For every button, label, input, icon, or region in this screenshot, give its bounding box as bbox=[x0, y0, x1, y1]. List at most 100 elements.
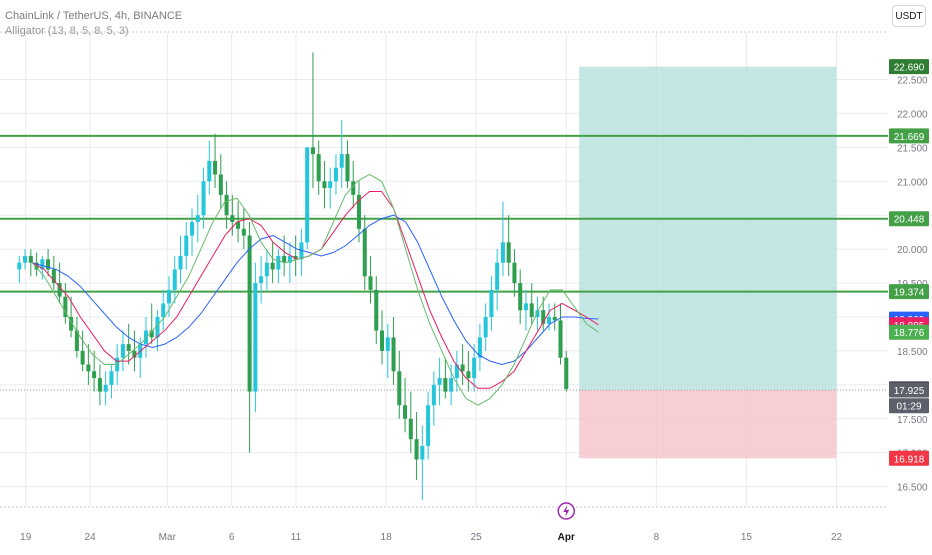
candle-body bbox=[374, 289, 379, 331]
candles bbox=[17, 52, 569, 501]
candle-body bbox=[40, 259, 45, 270]
candle-body bbox=[149, 330, 154, 338]
x-tick-label: 8 bbox=[654, 532, 660, 543]
time-axis[interactable]: 19 24 Mar 6 11 18 25 Apr 8 15 22 bbox=[20, 532, 842, 543]
candle-body bbox=[403, 405, 408, 419]
candle-body bbox=[190, 222, 195, 236]
candle-body bbox=[351, 181, 356, 195]
alligator-lines bbox=[31, 173, 599, 406]
candle-body bbox=[362, 228, 367, 277]
candle-body bbox=[178, 255, 183, 270]
candle-body bbox=[535, 310, 540, 317]
candle-body bbox=[477, 337, 482, 358]
candle-body bbox=[328, 181, 333, 189]
candle-body bbox=[155, 317, 160, 338]
candle-body bbox=[109, 371, 114, 385]
candle-body bbox=[69, 317, 74, 331]
candle-body bbox=[345, 154, 350, 182]
horizontal-levels[interactable] bbox=[0, 134, 888, 293]
candle-body bbox=[184, 235, 189, 256]
target-zone bbox=[579, 66, 837, 390]
candle-body bbox=[339, 154, 344, 168]
candle-body bbox=[120, 344, 125, 358]
candle-body bbox=[218, 174, 223, 195]
symbol-title: ChainLink / TetherUS, 4h, BINANCE bbox=[5, 10, 183, 22]
event-marker[interactable] bbox=[557, 502, 576, 520]
candle-body bbox=[259, 276, 264, 284]
candle-body bbox=[529, 303, 534, 317]
y-tick-label: 20.000 bbox=[897, 245, 928, 256]
candle-body bbox=[454, 364, 459, 379]
y-tick-label: 21.500 bbox=[897, 143, 928, 154]
candle-body bbox=[472, 357, 477, 379]
y-tick-label: 21.000 bbox=[897, 177, 928, 188]
candle-body bbox=[500, 242, 505, 263]
candle-body bbox=[17, 262, 22, 270]
candle-body bbox=[132, 350, 137, 358]
candle-body bbox=[161, 303, 166, 317]
price-label-countdown: 01:29 bbox=[896, 402, 921, 413]
candle-body bbox=[495, 262, 500, 290]
candle-body bbox=[287, 255, 292, 263]
candle-body bbox=[518, 283, 523, 311]
candle-body bbox=[489, 289, 494, 317]
candle-body bbox=[305, 147, 310, 243]
candle-body bbox=[126, 344, 131, 351]
price-label-box-stop bbox=[889, 450, 929, 466]
price-label-lips: 18.776 bbox=[894, 328, 925, 339]
candle-body bbox=[63, 296, 68, 317]
currency-unit-button[interactable]: USDT bbox=[892, 5, 926, 27]
position-zones bbox=[0, 66, 888, 459]
candle-body bbox=[426, 405, 431, 446]
candle-body bbox=[356, 194, 362, 229]
y-tick-label: 22.000 bbox=[897, 109, 928, 120]
y-tick-label: 18.500 bbox=[897, 347, 928, 358]
candle-body bbox=[541, 310, 546, 324]
x-tick-label: Apr bbox=[558, 532, 575, 543]
y-tick-label: 17.500 bbox=[897, 415, 928, 426]
candle-body bbox=[380, 330, 385, 351]
indicator-legend[interactable]: Alligator (13, 8, 5, 8, 5, 3) bbox=[5, 25, 129, 37]
price-label-level: 21.669 bbox=[894, 132, 925, 143]
price-label-level: 20.448 bbox=[894, 215, 925, 226]
candle-body bbox=[397, 371, 402, 406]
candle-body bbox=[431, 384, 436, 406]
x-tick-label: 19 bbox=[20, 532, 32, 543]
price-label-box-level bbox=[889, 128, 929, 144]
price-label-level: 19.374 bbox=[894, 288, 925, 299]
candle-body bbox=[92, 371, 97, 379]
candle-body bbox=[293, 255, 298, 260]
candle-body bbox=[558, 320, 563, 358]
x-tick-label: Mar bbox=[159, 532, 177, 543]
x-tick-label: 15 bbox=[741, 532, 753, 543]
candle-body bbox=[230, 215, 235, 222]
candle-body bbox=[276, 255, 281, 270]
candle-body bbox=[207, 160, 212, 182]
candle-body bbox=[247, 235, 252, 392]
candle-body bbox=[236, 222, 241, 229]
candle-body bbox=[34, 262, 39, 270]
candle-body bbox=[74, 330, 79, 351]
candle-body bbox=[172, 269, 177, 290]
price-label-box-countdown bbox=[889, 398, 929, 414]
candle-body bbox=[224, 194, 229, 216]
candle-body bbox=[483, 317, 488, 338]
candle-body bbox=[264, 262, 269, 277]
candle-body bbox=[316, 154, 321, 182]
y-tick-label: 22.500 bbox=[897, 76, 928, 87]
candle-body bbox=[310, 147, 315, 155]
price-label-box-level bbox=[889, 284, 929, 300]
price-label-stop: 16.918 bbox=[894, 454, 925, 465]
lightning-glyph bbox=[563, 505, 570, 517]
candle-body bbox=[408, 418, 413, 440]
candle-body bbox=[333, 167, 338, 182]
candle-body bbox=[368, 276, 373, 290]
price-label-box-target bbox=[889, 59, 929, 75]
candle-body bbox=[523, 303, 528, 311]
candle-body bbox=[103, 384, 108, 392]
candle-body bbox=[414, 439, 419, 460]
candle-body bbox=[80, 350, 85, 365]
candle-body bbox=[213, 160, 218, 175]
